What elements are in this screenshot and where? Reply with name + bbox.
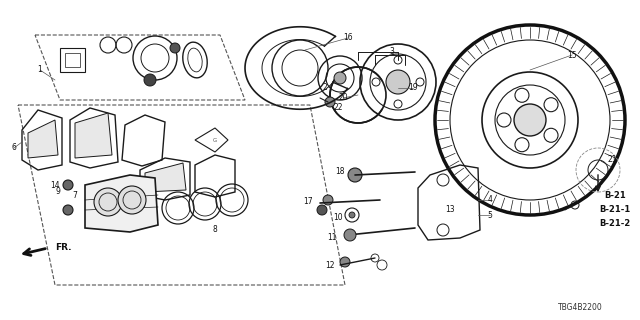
Circle shape <box>63 180 73 190</box>
Polygon shape <box>28 120 58 158</box>
Text: 5: 5 <box>488 211 492 220</box>
Polygon shape <box>85 175 158 232</box>
Text: 8: 8 <box>212 226 218 235</box>
Text: 4: 4 <box>488 196 492 204</box>
Circle shape <box>94 188 122 216</box>
Text: 21: 21 <box>607 156 617 164</box>
Text: 9: 9 <box>56 188 60 196</box>
Text: 6: 6 <box>12 143 17 153</box>
Circle shape <box>348 168 362 182</box>
Text: 18: 18 <box>335 167 345 177</box>
Text: FR.: FR. <box>55 244 72 252</box>
Circle shape <box>349 212 355 218</box>
Text: B-21-1: B-21-1 <box>600 204 630 213</box>
Circle shape <box>118 186 146 214</box>
Text: TBG4B2200: TBG4B2200 <box>557 303 602 313</box>
Circle shape <box>317 205 327 215</box>
Text: 1: 1 <box>38 66 42 75</box>
Text: 10: 10 <box>333 213 343 222</box>
Polygon shape <box>145 163 186 192</box>
Circle shape <box>514 104 546 136</box>
Text: 7: 7 <box>72 190 77 199</box>
Polygon shape <box>75 113 112 158</box>
Text: 17: 17 <box>303 197 313 206</box>
Text: B-21-2: B-21-2 <box>600 219 630 228</box>
Text: 11: 11 <box>327 233 337 242</box>
Text: 2: 2 <box>323 83 328 92</box>
Circle shape <box>170 43 180 53</box>
Circle shape <box>325 97 335 107</box>
Circle shape <box>144 74 156 86</box>
Text: 13: 13 <box>445 205 455 214</box>
Text: 20: 20 <box>338 93 348 102</box>
Text: 14: 14 <box>50 180 60 189</box>
Circle shape <box>63 205 73 215</box>
Text: G: G <box>213 138 217 142</box>
Text: 15: 15 <box>567 51 577 60</box>
Text: 3: 3 <box>390 47 394 57</box>
Text: 19: 19 <box>408 84 418 92</box>
Circle shape <box>340 257 350 267</box>
Text: 16: 16 <box>343 34 353 43</box>
Text: B-21: B-21 <box>604 190 626 199</box>
Circle shape <box>344 229 356 241</box>
Circle shape <box>386 70 410 94</box>
Circle shape <box>323 195 333 205</box>
Circle shape <box>334 72 346 84</box>
Text: 12: 12 <box>325 260 335 269</box>
Text: 22: 22 <box>333 103 343 113</box>
